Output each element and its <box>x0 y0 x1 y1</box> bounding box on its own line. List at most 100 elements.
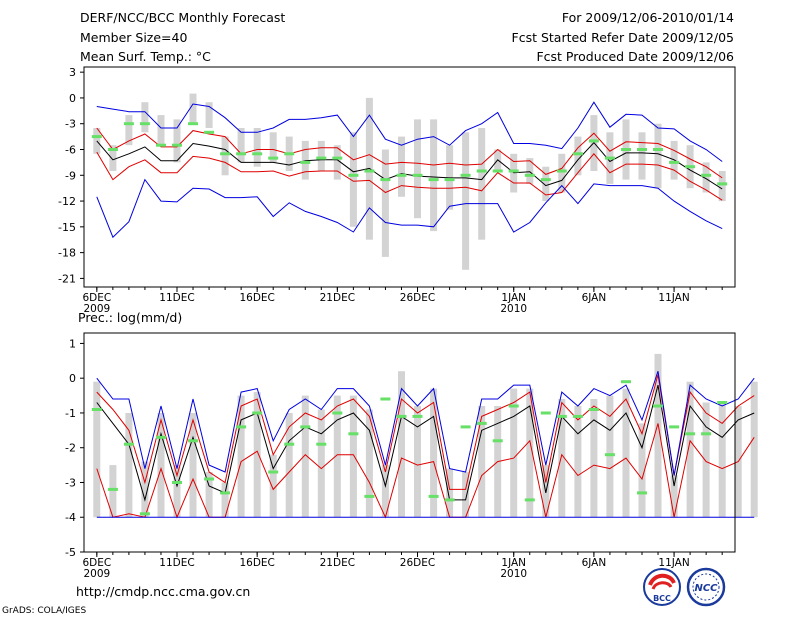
y-tick-label: 1 <box>69 337 76 350</box>
observed-marker <box>396 173 407 177</box>
ensemble-box <box>702 162 710 193</box>
x-tick-label: 21DEC <box>320 557 355 569</box>
series-line-upper-inner <box>96 127 723 179</box>
ensemble-box <box>718 402 726 518</box>
ensemble-box <box>125 115 133 146</box>
series-line-upper-inner <box>96 374 755 490</box>
observed-marker <box>556 169 567 173</box>
observed-marker <box>540 178 551 182</box>
ensemble-box <box>558 399 566 518</box>
ensemble-box <box>590 399 598 518</box>
ensemble-box <box>317 140 325 171</box>
ncc-logo: NCC <box>686 567 726 607</box>
y-tick-label: -1 <box>65 407 76 420</box>
observed-marker <box>204 130 215 134</box>
x-tick-label: 6JAN <box>582 292 607 304</box>
observed-marker <box>460 425 471 429</box>
ensemble-box <box>141 461 149 518</box>
ensemble-box <box>253 128 261 167</box>
observed-marker <box>476 421 487 425</box>
ensemble-box <box>189 93 197 124</box>
source-url[interactable]: http://cmdp.ncc.cma.gov.cn <box>76 584 251 599</box>
observed-marker <box>717 401 728 404</box>
x-tick-label: 26DEC <box>400 292 435 304</box>
y-tick-label: -5 <box>65 546 76 559</box>
ensemble-box <box>478 406 486 518</box>
observed-marker <box>300 425 311 429</box>
observed-marker <box>172 143 182 147</box>
ensemble-box <box>398 136 405 197</box>
variable-label: Mean Surf. Temp.: °C <box>80 49 211 64</box>
observed-marker <box>653 148 663 151</box>
observed-marker <box>348 173 359 177</box>
observed-marker <box>508 404 519 408</box>
ensemble-box <box>462 472 470 518</box>
ensemble-box <box>109 145 117 171</box>
series-line-lower-inner <box>96 151 723 201</box>
observed-marker <box>572 414 583 418</box>
observed-marker <box>701 173 712 177</box>
x-tick-label: 1JAN <box>501 292 526 304</box>
observed-marker <box>316 442 327 446</box>
x-tick-year-label: 2010 <box>500 568 527 580</box>
observed-marker <box>380 397 391 401</box>
series-line-ensemble-mean <box>96 140 723 190</box>
x-tick-label: 6JAN <box>582 557 607 569</box>
ensemble-box <box>221 482 229 518</box>
observed-marker <box>476 169 487 173</box>
ensemble-box <box>430 388 438 518</box>
ensemble-box <box>205 472 213 518</box>
ensemble-box <box>349 132 357 227</box>
observed-marker <box>236 152 247 156</box>
observed-marker <box>188 439 198 443</box>
ensemble-box <box>189 413 197 518</box>
ensemble-box <box>638 132 646 180</box>
observed-marker <box>284 152 295 156</box>
y-tick-label: -3 <box>65 118 76 131</box>
y-tick-label: -9 <box>65 169 76 182</box>
observed-marker <box>236 425 247 429</box>
observed-marker <box>653 404 663 408</box>
x-tick-label: 1JAN <box>501 557 526 569</box>
forecast-produced-label: Fcst Produced Date 2009/12/06 <box>536 49 734 64</box>
ensemble-box <box>750 381 758 518</box>
observed-marker <box>139 122 150 126</box>
observed-marker <box>524 498 535 502</box>
observed-marker <box>252 411 263 415</box>
ensemble-box <box>414 119 421 219</box>
ensemble-box <box>93 381 101 518</box>
ensemble-box <box>478 128 486 240</box>
ensemble-box <box>654 353 662 518</box>
ncc-logo-text: NCC <box>694 583 718 594</box>
ensemble-box <box>654 123 662 189</box>
y-tick-label: -21 <box>58 272 76 285</box>
ensemble-box <box>173 119 181 163</box>
ensemble-box <box>526 388 534 518</box>
x-tick-label: 6DEC <box>82 292 111 304</box>
observed-marker <box>332 411 343 415</box>
ensemble-box <box>317 409 325 518</box>
ensemble-box <box>702 402 710 518</box>
observed-marker <box>701 432 712 436</box>
ensemble-box <box>269 132 277 163</box>
ensemble-box <box>381 149 389 257</box>
observed-marker <box>380 178 391 182</box>
observed-marker <box>172 481 182 484</box>
ensemble-box <box>414 406 421 518</box>
y-tick-label: -6 <box>65 144 76 157</box>
observed-marker <box>364 169 375 173</box>
ensemble-box <box>157 413 165 518</box>
x-tick-label: 11JAN <box>658 292 689 304</box>
observed-marker <box>123 442 134 446</box>
observed-marker <box>492 439 503 443</box>
ensemble-box <box>173 465 181 518</box>
observed-marker <box>91 135 102 139</box>
bcc-logo: BCC <box>643 568 681 606</box>
forecast-started-label: Fcst Started Refer Date 2009/12/05 <box>511 30 735 45</box>
observed-marker <box>396 414 407 418</box>
observed-marker <box>524 173 535 177</box>
ensemble-box <box>365 409 373 518</box>
ensemble-box <box>574 406 582 518</box>
observed-marker <box>540 411 551 415</box>
